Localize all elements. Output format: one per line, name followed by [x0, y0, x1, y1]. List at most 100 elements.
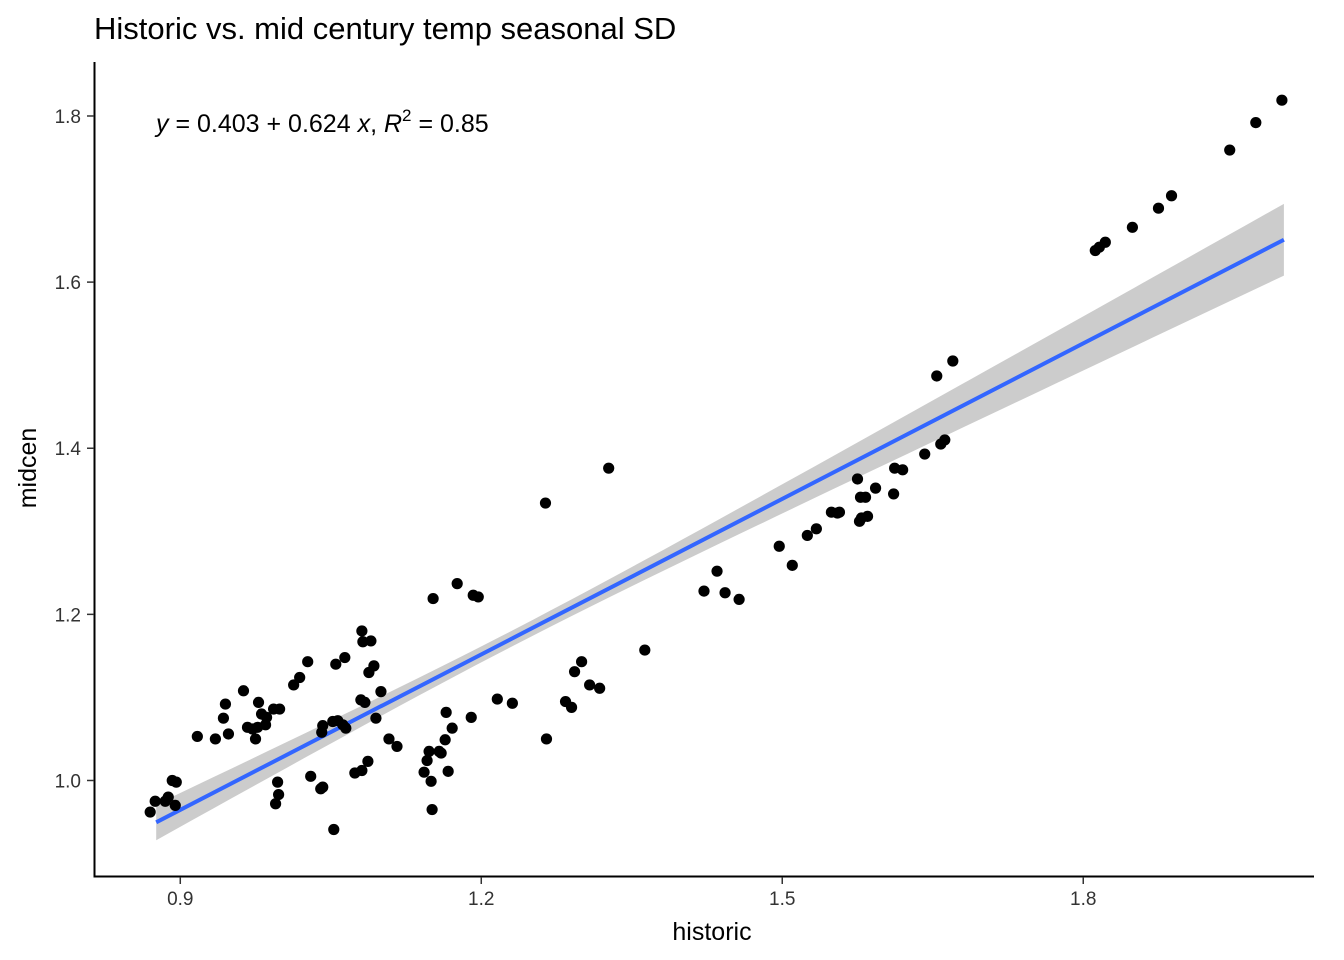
data-point — [801, 529, 813, 542]
x-tick-label: 1.8 — [1070, 889, 1096, 910]
data-point — [362, 755, 374, 767]
data-point — [162, 791, 174, 803]
chart-title: Historic vs. mid century temp seasonal S… — [94, 11, 676, 46]
x-tick-label: 1.5 — [769, 889, 795, 910]
y-axis-title: midcen — [14, 428, 42, 509]
equation-r-value: = 0.85 — [412, 110, 489, 138]
data-point — [947, 355, 959, 367]
data-point — [356, 625, 368, 637]
data-point — [869, 482, 882, 494]
data-point — [719, 587, 731, 599]
data-point — [435, 747, 447, 759]
data-point — [851, 473, 864, 485]
data-point — [568, 666, 581, 678]
equation-x-var: x — [357, 110, 372, 138]
data-point — [359, 696, 371, 709]
data-point — [888, 488, 900, 500]
data-point — [1099, 236, 1111, 248]
data-point — [1250, 117, 1262, 129]
equation-r-exponent: 2 — [402, 106, 411, 125]
data-point — [191, 730, 203, 743]
data-point — [639, 644, 651, 656]
data-point — [540, 733, 553, 745]
y-tick-label: 1.0 — [55, 771, 81, 792]
data-point — [273, 789, 285, 801]
data-point — [302, 656, 314, 668]
data-point — [222, 728, 235, 740]
data-point — [426, 803, 438, 816]
data-point — [733, 593, 745, 606]
equation-y-var: y — [154, 110, 170, 138]
data-point — [365, 635, 377, 647]
data-point — [919, 448, 931, 460]
data-point — [491, 693, 503, 705]
data-point — [575, 656, 588, 668]
data-point — [294, 671, 306, 684]
data-point — [810, 523, 822, 535]
data-point — [451, 578, 463, 590]
data-point — [423, 745, 435, 758]
x-axis-ticks: 0.9 1.2 1.5 1.8 — [167, 877, 1096, 910]
data-point — [861, 510, 874, 522]
y-axis-ticks: 1.0 1.2 1.4 1.6 1.8 — [55, 107, 94, 792]
data-point — [260, 711, 273, 723]
data-point — [144, 806, 156, 818]
y-tick-label: 1.2 — [55, 605, 81, 626]
data-point — [786, 559, 798, 571]
confidence-band — [156, 203, 1284, 841]
data-point — [356, 764, 368, 777]
x-tick-label: 1.2 — [468, 889, 494, 910]
data-point — [209, 733, 221, 745]
data-point — [339, 651, 351, 664]
equation-r-var: R — [384, 110, 402, 138]
data-point — [1165, 190, 1178, 202]
y-tick-label: 1.4 — [55, 439, 82, 460]
data-point — [237, 685, 250, 697]
data-point — [427, 592, 439, 605]
data-point — [465, 711, 477, 723]
data-point — [711, 565, 723, 577]
equation-coefficients: = 0.403 + 0.624 — [169, 110, 358, 138]
data-point — [698, 585, 710, 597]
data-point — [773, 540, 785, 552]
data-points-layer — [144, 94, 1288, 836]
data-point — [219, 698, 232, 710]
confidence-band-layer — [156, 203, 1284, 841]
data-point — [317, 781, 329, 793]
data-point — [506, 697, 518, 709]
data-point — [328, 823, 340, 836]
x-axis-title: historic — [672, 918, 751, 946]
data-point — [368, 660, 380, 672]
data-point — [269, 798, 282, 810]
data-point — [375, 686, 387, 698]
y-tick-label: 1.6 — [55, 273, 81, 294]
data-point — [603, 462, 615, 474]
data-point — [442, 765, 454, 777]
data-point — [1126, 221, 1139, 233]
data-point — [584, 679, 596, 691]
data-point — [383, 733, 395, 745]
x-tick-label: 0.9 — [167, 889, 193, 910]
data-point — [305, 770, 317, 782]
data-point — [897, 464, 909, 476]
data-point — [472, 591, 484, 603]
data-point — [594, 682, 606, 694]
data-point — [370, 712, 382, 724]
data-point — [565, 701, 578, 713]
data-point — [317, 720, 329, 732]
data-point — [421, 754, 433, 767]
data-point — [1276, 94, 1288, 106]
data-point — [425, 775, 437, 787]
data-point — [1152, 202, 1165, 214]
data-point — [249, 733, 262, 745]
data-point — [931, 370, 943, 382]
data-point — [439, 734, 451, 746]
data-point — [149, 795, 161, 807]
data-point — [170, 776, 182, 788]
data-point — [391, 740, 403, 753]
data-point — [330, 658, 342, 670]
data-point — [539, 497, 552, 509]
y-tick-label: 1.8 — [55, 107, 81, 128]
data-point — [169, 799, 181, 811]
data-point — [1224, 144, 1236, 156]
